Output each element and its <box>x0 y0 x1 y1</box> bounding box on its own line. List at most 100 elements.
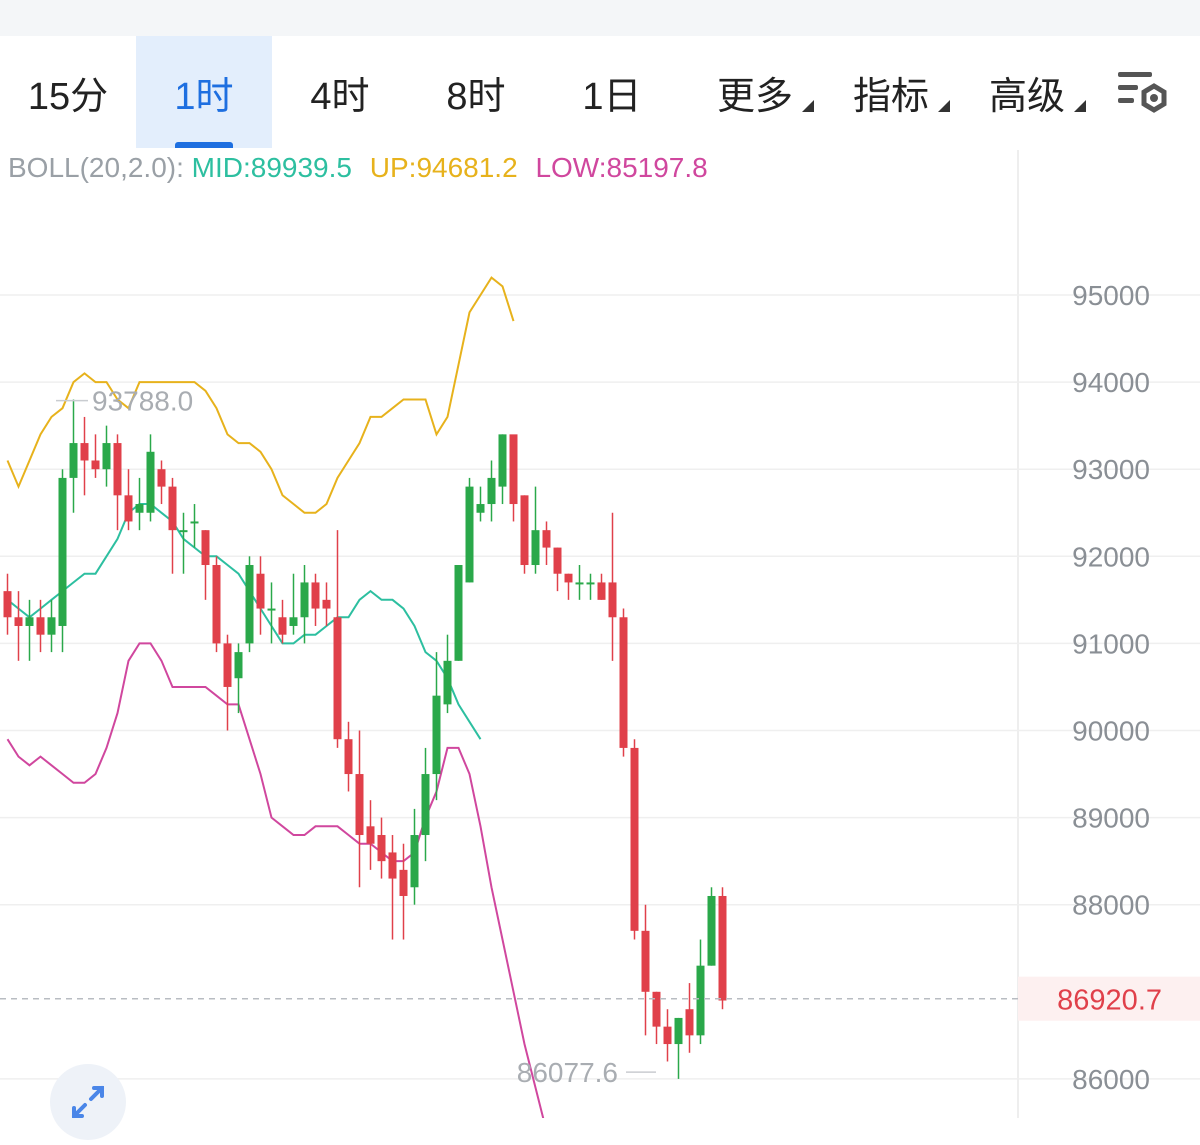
candle-body <box>685 1009 694 1036</box>
candle-body <box>190 521 199 524</box>
candle-body <box>300 582 309 618</box>
chart-settings-icon <box>1118 72 1167 113</box>
candle-body <box>520 495 529 566</box>
candle-body <box>333 617 342 740</box>
boll-lower-band <box>6 642 545 1118</box>
candle-body <box>58 477 67 626</box>
boll-indicator-legend: BOLL(20,2.0): MID:89939.5 UP:94681.2 LOW… <box>8 150 718 186</box>
candle-body <box>465 486 474 583</box>
dropdown-triangle-icon <box>802 100 814 112</box>
candle-body <box>267 608 276 611</box>
candle-body <box>421 774 430 836</box>
tab-8h[interactable]: 8时 <box>408 36 544 148</box>
y-tick-label: 86000 <box>1072 1064 1150 1095</box>
tab-label: 1日 <box>582 75 642 118</box>
candle-body <box>366 826 375 844</box>
tab-label: 指标 <box>852 75 929 118</box>
boll-middle-band <box>6 503 482 740</box>
expand-chart-button[interactable] <box>50 1064 126 1140</box>
y-tick-label: 89000 <box>1072 803 1150 834</box>
candle-body <box>608 582 617 618</box>
tab-1h[interactable]: 1时 <box>136 36 272 148</box>
candle-body <box>322 599 331 609</box>
candle-body <box>553 547 562 574</box>
tab-1d[interactable]: 1日 <box>544 36 680 148</box>
candle-body <box>509 434 518 505</box>
candle-body <box>157 469 166 487</box>
candle-body <box>663 1026 672 1045</box>
boll-label: BOLL(20,2.0): <box>8 152 184 183</box>
candle-body <box>311 582 320 609</box>
timeframe-tab-bar: 15分 1时 4时 8时 1日 更多 指标 高级 <box>0 36 1200 148</box>
active-tab-indicator <box>175 142 233 148</box>
low-price-marker: 86077.6 <box>517 1057 618 1088</box>
boll-low-value: LOW:85197.8 <box>535 152 708 183</box>
candle-body <box>377 835 386 862</box>
candle-body <box>135 504 144 513</box>
dropdown-triangle-icon <box>1074 100 1086 112</box>
candle-body <box>289 617 298 626</box>
top-status-strip <box>0 0 1200 36</box>
candle-body <box>69 443 78 478</box>
candle-body <box>256 573 265 609</box>
candle-body <box>113 443 122 496</box>
candle-body <box>619 617 628 748</box>
candle-body <box>212 565 221 644</box>
candle-body <box>278 617 287 635</box>
candle-body <box>223 643 232 687</box>
tab-label: 15分 <box>27 75 109 118</box>
candle-body <box>443 660 452 705</box>
boll-up-value: UP:94681.2 <box>369 152 518 183</box>
candle-body <box>718 895 727 1001</box>
tab-label: 8时 <box>446 75 506 118</box>
candle-body <box>674 1017 683 1045</box>
candle-body <box>498 434 507 487</box>
dropdown-triangle-icon <box>938 100 950 112</box>
candle-body <box>487 477 496 505</box>
candle-body <box>124 495 133 522</box>
tab-advanced[interactable]: 高级 <box>972 36 1086 148</box>
candle-body <box>146 451 155 513</box>
candle-body <box>575 582 584 585</box>
current-price-label: 86920.7 <box>1057 985 1162 1017</box>
tab-label: 1时 <box>174 75 234 118</box>
candle-body <box>36 617 45 635</box>
current-price-badge <box>1018 976 1200 1021</box>
tab-label: 更多 <box>716 75 793 118</box>
candle-body <box>399 869 408 896</box>
tab-15m[interactable]: 15分 <box>0 36 136 148</box>
candle-body <box>245 565 254 644</box>
candle-body <box>454 565 463 661</box>
candle-body <box>707 895 716 966</box>
boll-upper-band <box>6 276 515 514</box>
candle-body <box>14 617 23 626</box>
y-tick-label: 92000 <box>1072 541 1150 572</box>
candle-body <box>597 582 606 600</box>
expand-icon <box>72 1086 104 1118</box>
candle-body <box>542 530 551 548</box>
candle-body <box>652 991 661 1027</box>
candle-body <box>80 443 89 461</box>
candle-body <box>696 965 705 1036</box>
candle-body <box>179 530 188 533</box>
tab-label: 高级 <box>988 75 1065 118</box>
high-price-marker: 93788.0 <box>92 386 193 417</box>
chart-settings-button[interactable] <box>1112 66 1172 122</box>
candle-body <box>355 774 364 836</box>
price-chart[interactable]: 95000 94000 93000 92000 91000 90000 89000 88000… <box>0 150 1200 1118</box>
candle-body <box>3 591 12 618</box>
candle-body <box>564 573 573 583</box>
y-tick-label: 90000 <box>1072 716 1150 747</box>
candle-body <box>91 460 100 470</box>
tab-label: 4时 <box>310 75 370 118</box>
candle-body <box>234 652 243 679</box>
tab-more[interactable]: 更多 <box>700 36 814 148</box>
candle-body <box>168 486 177 531</box>
tab-4h[interactable]: 4时 <box>272 36 408 148</box>
candle-body <box>410 835 419 888</box>
candle-body <box>586 582 595 585</box>
candle-body <box>476 504 485 513</box>
candle-body <box>344 739 353 775</box>
tab-indicators[interactable]: 指标 <box>836 36 950 148</box>
candle-body <box>47 617 56 635</box>
